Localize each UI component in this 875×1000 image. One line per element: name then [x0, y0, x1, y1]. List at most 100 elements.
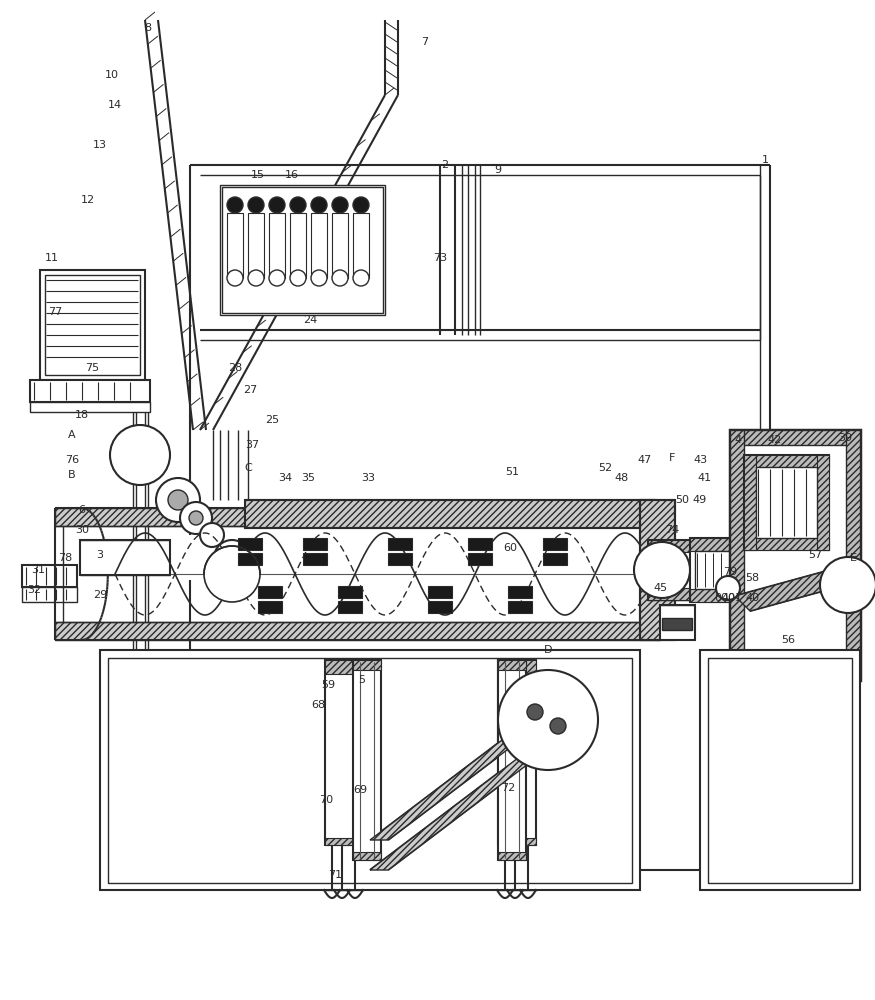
Bar	[30, 402, 150, 412]
Text: B: B	[68, 470, 76, 480]
Circle shape	[311, 270, 327, 286]
Circle shape	[227, 197, 243, 213]
Bar	[498, 838, 536, 845]
Text: 78: 78	[58, 553, 72, 563]
Text: 39: 39	[838, 433, 852, 443]
Bar	[40, 270, 145, 380]
Circle shape	[353, 197, 369, 213]
Text: 37: 37	[245, 440, 259, 450]
Bar	[508, 601, 532, 613]
Bar	[744, 455, 756, 550]
Text: 49: 49	[693, 495, 707, 505]
Bar	[80, 540, 170, 575]
Text: 12: 12	[81, 195, 95, 205]
Text: 68: 68	[311, 700, 326, 710]
Text: 2: 2	[442, 160, 449, 170]
Text: 59: 59	[321, 680, 335, 690]
Bar	[660, 605, 695, 640]
Text: 57: 57	[808, 550, 822, 560]
Circle shape	[353, 270, 369, 286]
Bar	[30, 380, 150, 402]
Text: 60: 60	[503, 543, 517, 553]
Circle shape	[290, 270, 306, 286]
Text: 74: 74	[665, 525, 679, 535]
Text: 14: 14	[108, 100, 123, 110]
Bar	[498, 660, 526, 670]
Text: 77: 77	[48, 307, 62, 317]
Bar	[325, 660, 363, 845]
Bar	[353, 660, 381, 860]
Text: 18: 18	[75, 410, 89, 420]
Text: 29: 29	[93, 590, 107, 600]
Bar	[353, 213, 369, 278]
Text: 32: 32	[27, 585, 41, 595]
Bar	[730, 430, 860, 445]
Circle shape	[214, 540, 250, 576]
Bar	[652, 553, 672, 587]
Bar	[248, 213, 264, 278]
Bar	[708, 658, 852, 883]
Bar	[258, 601, 282, 613]
Bar	[290, 213, 306, 278]
Bar	[428, 601, 452, 613]
Text: 48: 48	[615, 473, 629, 483]
Bar	[846, 430, 860, 680]
Bar	[700, 650, 860, 890]
Bar	[227, 213, 243, 278]
Bar	[543, 538, 567, 550]
Text: A: A	[68, 430, 76, 440]
Bar	[662, 618, 692, 630]
Text: 72: 72	[500, 783, 515, 793]
Text: 7: 7	[422, 37, 429, 47]
Bar	[744, 538, 829, 550]
Text: 47: 47	[638, 455, 652, 465]
Circle shape	[248, 270, 264, 286]
Bar	[100, 650, 640, 890]
Bar	[258, 586, 282, 598]
Bar	[428, 586, 452, 598]
Bar	[325, 838, 363, 845]
Bar	[125, 440, 155, 460]
Bar	[817, 455, 829, 550]
Bar	[238, 538, 262, 550]
Text: D: D	[543, 645, 552, 655]
Bar	[55, 508, 660, 526]
Bar	[756, 467, 817, 538]
Bar	[303, 538, 327, 550]
Text: 6: 6	[79, 505, 86, 515]
Bar	[468, 553, 492, 565]
Text: C: C	[244, 463, 252, 473]
Bar	[220, 185, 385, 315]
Text: 40: 40	[746, 593, 760, 603]
Bar	[108, 658, 632, 883]
Bar	[730, 430, 860, 680]
Circle shape	[634, 542, 690, 598]
Text: 33: 33	[361, 473, 375, 483]
Text: 31: 31	[31, 565, 45, 575]
Bar	[353, 852, 381, 860]
Text: 51: 51	[505, 467, 519, 477]
Circle shape	[716, 576, 740, 600]
Text: 25: 25	[265, 415, 279, 425]
Polygon shape	[735, 570, 845, 611]
Text: 9: 9	[494, 165, 501, 175]
Polygon shape	[370, 700, 573, 840]
Text: 13: 13	[93, 140, 107, 150]
Bar	[744, 455, 829, 467]
Circle shape	[269, 197, 285, 213]
Text: 69: 69	[353, 785, 367, 795]
Text: 40: 40	[721, 593, 735, 603]
Text: 79: 79	[723, 567, 737, 577]
Bar	[222, 187, 383, 313]
Circle shape	[204, 546, 260, 602]
Text: 56: 56	[781, 635, 795, 645]
Bar	[468, 538, 492, 550]
Bar	[690, 538, 742, 551]
Bar	[730, 665, 860, 680]
Text: 71: 71	[328, 870, 342, 880]
Bar	[744, 455, 829, 550]
Bar	[338, 601, 362, 613]
Text: 41: 41	[698, 473, 712, 483]
Text: 24: 24	[303, 315, 317, 325]
Text: 50: 50	[675, 495, 689, 505]
